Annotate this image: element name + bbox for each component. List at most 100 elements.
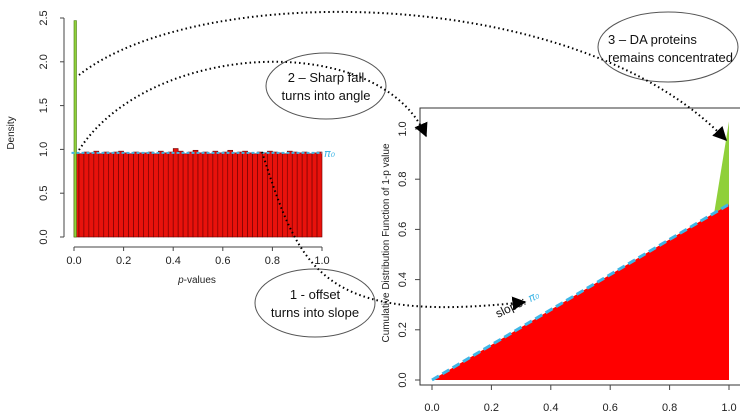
histogram-bar bbox=[177, 150, 184, 238]
connector-arrows bbox=[78, 10, 727, 311]
histogram-bar bbox=[306, 153, 313, 238]
histogram-bar bbox=[133, 151, 139, 238]
histogram-bar bbox=[158, 150, 164, 238]
histogram-bar bbox=[153, 153, 159, 238]
histogram-x-tick-label: 1.0 bbox=[314, 255, 329, 267]
histogram-x-tick-label: 0.2 bbox=[116, 255, 131, 267]
histogram-bar bbox=[311, 152, 318, 238]
cdf-x-tick-label: 0.8 bbox=[662, 402, 677, 414]
annotation-2-line-1: 2 – Sharp fall bbox=[288, 70, 365, 85]
histogram-bar bbox=[222, 151, 229, 238]
cdf-chart: 0.0 0.2 0.4 0.6 0.8 1.0 0.0 0.2 0.4 0.6 0.8 1.0 Cum… bbox=[381, 107, 740, 414]
cdf-wedge bbox=[714, 121, 729, 214]
annotation-1-line-1: 1 - offset bbox=[290, 287, 341, 302]
histogram-bar bbox=[242, 150, 248, 238]
cdf-y-tick-label: 0.6 bbox=[397, 222, 409, 237]
histogram-bar bbox=[257, 151, 263, 238]
annotation-3-line-1: 3 – DA proteins bbox=[608, 32, 697, 47]
cdf-y-tick-label: 1.0 bbox=[397, 121, 409, 136]
histogram-bar bbox=[93, 150, 100, 238]
histogram-bar bbox=[237, 151, 243, 238]
histogram-bar bbox=[128, 153, 134, 238]
histogram-y-tick-label: 0.0 bbox=[38, 229, 50, 244]
cdf-ylabel: Cumulative Distribution Function of 1-p … bbox=[381, 143, 392, 342]
annotation-2-line-2: turns into angle bbox=[282, 88, 371, 103]
arrow-fall-to-angle bbox=[78, 60, 428, 151]
histogram-x-tick-label: 0.8 bbox=[265, 255, 280, 267]
histogram-bar bbox=[197, 152, 204, 238]
cdf-y-tick-label: 0.8 bbox=[397, 172, 409, 187]
cdf-y-tick-label: 0.0 bbox=[397, 372, 409, 387]
cdf-plot-frame bbox=[419, 107, 740, 386]
histogram-bar bbox=[138, 152, 144, 238]
histogram-bar bbox=[108, 152, 114, 238]
histogram-x-tick-label: 0.0 bbox=[66, 255, 81, 267]
histogram-bar bbox=[103, 151, 110, 238]
pvalue-histogram: π₀ 0.00.51.01.52.02.50.0 0.2 0.4 0.6 0.8 1.0 … bbox=[6, 10, 336, 286]
pi0-label: π₀ bbox=[324, 147, 336, 160]
cdf-axes: 0.0 0.2 0.4 0.6 0.8 1.0 0.0 0.2 0.4 0.6 0.8 1.0 bbox=[397, 121, 737, 414]
histogram-xlabel: p-values bbox=[177, 275, 216, 286]
histogram-bar bbox=[118, 150, 124, 238]
cdf-slope-line bbox=[431, 203, 730, 382]
histogram-bar bbox=[113, 151, 119, 238]
histogram-bar bbox=[252, 153, 258, 238]
histogram-bar bbox=[78, 153, 85, 238]
histogram-bar bbox=[98, 153, 105, 238]
histogram-bar bbox=[316, 151, 323, 238]
histogram-x-tick-label: 0.4 bbox=[166, 255, 181, 267]
slope-label-text: slope: bbox=[493, 294, 528, 321]
histogram-bar bbox=[296, 152, 303, 238]
histogram-bar bbox=[217, 152, 224, 238]
histogram-y-tick-label: 1.5 bbox=[38, 98, 50, 113]
histogram-bar bbox=[83, 151, 90, 238]
histogram-bars bbox=[73, 20, 323, 238]
histogram-bar bbox=[227, 149, 234, 238]
cdf-x-tick-label: 1.0 bbox=[721, 402, 736, 414]
histogram-spike-bar bbox=[73, 20, 77, 238]
histogram-bar bbox=[301, 151, 308, 238]
histogram-bar bbox=[267, 150, 273, 238]
histogram-y-tick-label: 2.0 bbox=[38, 54, 50, 69]
cdf-y-tick-label: 0.4 bbox=[397, 272, 409, 287]
histogram-xlabel-rest: -values bbox=[184, 275, 216, 286]
histogram-axes: 0.0 0.5 1.0 1.5 2.0 2.5 0.0 0.2 0.4 0.6 0.8 1.0 bbox=[38, 10, 330, 267]
histogram-bar bbox=[187, 151, 194, 238]
histogram-bar bbox=[123, 152, 129, 238]
cdf-x-tick-label: 0.6 bbox=[603, 402, 618, 414]
histogram-bar bbox=[272, 151, 278, 238]
arrow-spike-to-wedge bbox=[78, 10, 727, 142]
histogram-bar bbox=[192, 149, 199, 238]
histogram-y-tick-label: 2.5 bbox=[38, 10, 50, 25]
slope-label-pi: π₀ bbox=[526, 288, 542, 305]
histogram-bar bbox=[207, 153, 214, 238]
annotation-1: 1 - offset turns into slope bbox=[254, 268, 376, 338]
histogram-bar bbox=[282, 153, 288, 238]
histogram-bar bbox=[172, 148, 179, 238]
cdf-x-tick-label: 0.2 bbox=[484, 402, 499, 414]
slope-label: slope: π₀ bbox=[493, 288, 542, 321]
histogram-y-tick-label: 1.0 bbox=[38, 142, 50, 157]
histogram-bar bbox=[212, 150, 219, 238]
cdf-x-tick-label: 0.4 bbox=[543, 402, 558, 414]
annotation-3-line-2: remains concentrated bbox=[608, 50, 733, 65]
histogram-bar bbox=[277, 152, 283, 238]
histogram-bar bbox=[148, 151, 154, 238]
cdf-x-tick-label: 0.0 bbox=[424, 402, 439, 414]
histogram-ylabel: Density bbox=[6, 116, 17, 149]
annotation-1-line-2: turns into slope bbox=[271, 305, 359, 320]
histogram-bar bbox=[232, 152, 238, 238]
histogram-bar bbox=[291, 151, 298, 238]
histogram-bar bbox=[167, 151, 174, 238]
annotation-2: 2 – Sharp fall turns into angle bbox=[265, 52, 387, 120]
histogram-xlabel-italic: p bbox=[177, 275, 184, 286]
arrow-offset-to-slope bbox=[261, 151, 527, 311]
histogram-y-tick-label: 0.5 bbox=[38, 186, 50, 201]
histogram-x-tick-label: 0.6 bbox=[215, 255, 230, 267]
histogram-bar bbox=[202, 151, 209, 238]
cdf-y-tick-label: 0.2 bbox=[397, 322, 409, 337]
histogram-bar bbox=[143, 152, 149, 238]
histogram-bar bbox=[182, 153, 189, 238]
histogram-bar bbox=[88, 152, 95, 238]
